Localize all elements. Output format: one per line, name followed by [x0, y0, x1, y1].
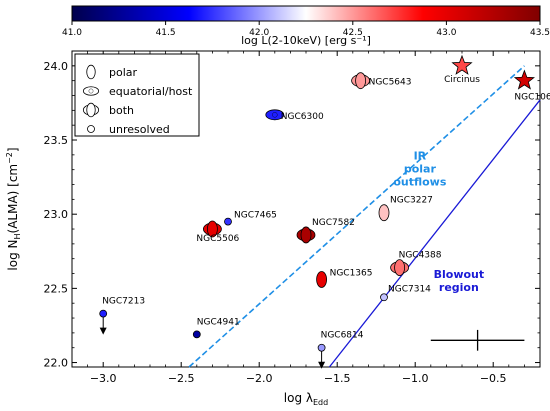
colorbar-tick-label: 42.5	[343, 28, 363, 38]
data-point-ngc1365: NGC1365	[316, 268, 373, 288]
x-axis-label: log λEdd	[284, 391, 328, 407]
data-point-ngc4941: NGC4941	[192, 317, 240, 339]
legend-label: unresolved	[109, 123, 170, 136]
data-point-label: NGC7465	[234, 211, 277, 221]
data-points: NGC6300 NGC5643 NGC7465 NGC5506 NGC7582 NGC32…	[99, 54, 550, 369]
data-point-label: NGC5643	[369, 78, 412, 88]
y-tick-label: 24.0	[44, 60, 69, 73]
colorbar-label: log L(2-10keV) [erg s⁻¹]	[241, 34, 371, 47]
star-marker	[451, 54, 473, 75]
legend: polar equatorial/host both unresolved	[74, 53, 200, 137]
data-point-ngc7213: NGC7213	[99, 297, 145, 335]
x-tick-label: −1.0	[402, 372, 429, 385]
marker-circle	[317, 343, 326, 352]
marker-ellipse-vertical	[355, 72, 367, 90]
legend-entry-equatorial: equatorial/host	[82, 85, 193, 98]
data-point-label: NGC4941	[197, 317, 240, 327]
legend-box	[74, 53, 200, 137]
y-axis-label: log NH(ALMA) [cm−2]	[5, 147, 22, 270]
star-marker	[513, 69, 535, 90]
colorbar-tick-label: 41.5	[156, 28, 176, 38]
star-circinus: Circinus	[444, 54, 480, 85]
data-point-ngc3227: NGC3227	[378, 196, 433, 222]
y-tick-label: 23.5	[44, 134, 69, 147]
data-point-ngc7314: NGC7314	[380, 284, 431, 302]
data-point-label: NGC7582	[312, 218, 355, 228]
region-label: IR polar outflows	[393, 149, 447, 188]
model-lines	[188, 65, 541, 368]
marker-ellipse-vertical	[300, 226, 312, 244]
data-point-label: NGC6300	[281, 112, 324, 122]
data-point-ngc5506: NGC5506	[196, 220, 240, 244]
region-label: Blowout region	[434, 268, 485, 294]
data-point-ngc4388: NGC4388	[390, 251, 442, 277]
marker-ellipse-horizontal	[82, 86, 100, 96]
data-point-label: NGC1365	[330, 268, 373, 278]
colorbar-tick-label: 41.0	[62, 28, 82, 38]
y-tick-label: 22.5	[44, 282, 69, 295]
x-tick-label: −2.5	[168, 372, 195, 385]
legend-label: polar	[109, 66, 138, 79]
data-point-label: NGC7314	[388, 284, 431, 294]
data-point-label: NGC3227	[390, 196, 433, 206]
colorbar-ticks: 41.0 41.5 42.0 42.5 43.0 43.5	[62, 21, 550, 38]
data-point-ngc6300: NGC6300	[265, 109, 324, 122]
typical-error-bar	[430, 329, 525, 351]
legend-entry-both: both	[82, 102, 134, 118]
star-ngc1068: NGC1068	[513, 69, 550, 103]
colorbar-tick-label: 43.0	[436, 28, 456, 38]
data-point-ngc6814: NGC6814	[317, 331, 364, 369]
axis-ticks: −3.0 −2.5 −2.0 −1.5 −1.0 −0.5 22.0 22.5 23.0 23.5…	[44, 51, 540, 385]
upper-limit-arrow-head	[99, 327, 107, 335]
marker-ellipse-vertical	[394, 259, 406, 277]
colorbar-gradient	[71, 5, 541, 22]
legend-entry-polar: polar	[86, 64, 138, 80]
model-line	[188, 65, 525, 368]
marker-ellipse-vertical	[86, 102, 96, 118]
marker-ellipse-vertical	[86, 64, 96, 80]
marker-circle	[380, 293, 388, 302]
x-tick-label: −3.0	[90, 372, 117, 385]
legend-items: polar equatorial/host both unresolved	[82, 64, 193, 136]
marker-ellipse-vertical	[206, 220, 218, 238]
x-tick-label: −0.5	[480, 372, 507, 385]
data-point-ngc7582: NGC7582	[296, 218, 355, 244]
colorbar-tick-label: 43.5	[530, 28, 550, 38]
legend-entry-unresolved: unresolved	[87, 123, 170, 136]
data-point-label: NGC4388	[399, 251, 442, 261]
y-tick-label: 22.0	[44, 357, 69, 370]
marker-core	[272, 112, 278, 118]
star-label: NGC1068	[514, 93, 550, 103]
data-point-ngc5643: NGC5643	[351, 72, 412, 90]
region-annotations: IR polar outflows Blowout region	[393, 149, 484, 294]
marker-circle	[224, 217, 232, 226]
data-point-label: NGC7213	[102, 297, 145, 307]
marker-ellipse-horizontal	[265, 109, 285, 121]
upper-limit-arrow-head	[318, 361, 326, 369]
marker-ellipse-vertical	[378, 204, 390, 222]
marker-circle	[192, 330, 201, 339]
marker-circle	[99, 309, 108, 318]
colorbar: 41.0 41.5 42.0 42.5 43.0 43.5 log L(2-10keV) …	[62, 5, 550, 47]
data-point-ngc7465: NGC7465	[224, 211, 277, 226]
model-line	[328, 99, 541, 368]
legend-label: equatorial/host	[109, 85, 193, 98]
x-tick-label: −2.0	[246, 372, 273, 385]
marker-circle	[87, 125, 95, 133]
legend-label: both	[109, 104, 134, 117]
marker-ellipse-vertical	[316, 271, 328, 288]
y-tick-label: 23.0	[44, 208, 69, 221]
star-label: Circinus	[444, 75, 480, 85]
x-tick-label: −1.5	[324, 372, 351, 385]
data-point-label: NGC5506	[196, 234, 239, 244]
marker-core	[88, 88, 94, 94]
colorbar-tick-label: 42.0	[249, 28, 269, 38]
data-point-label: NGC6814	[321, 331, 364, 341]
